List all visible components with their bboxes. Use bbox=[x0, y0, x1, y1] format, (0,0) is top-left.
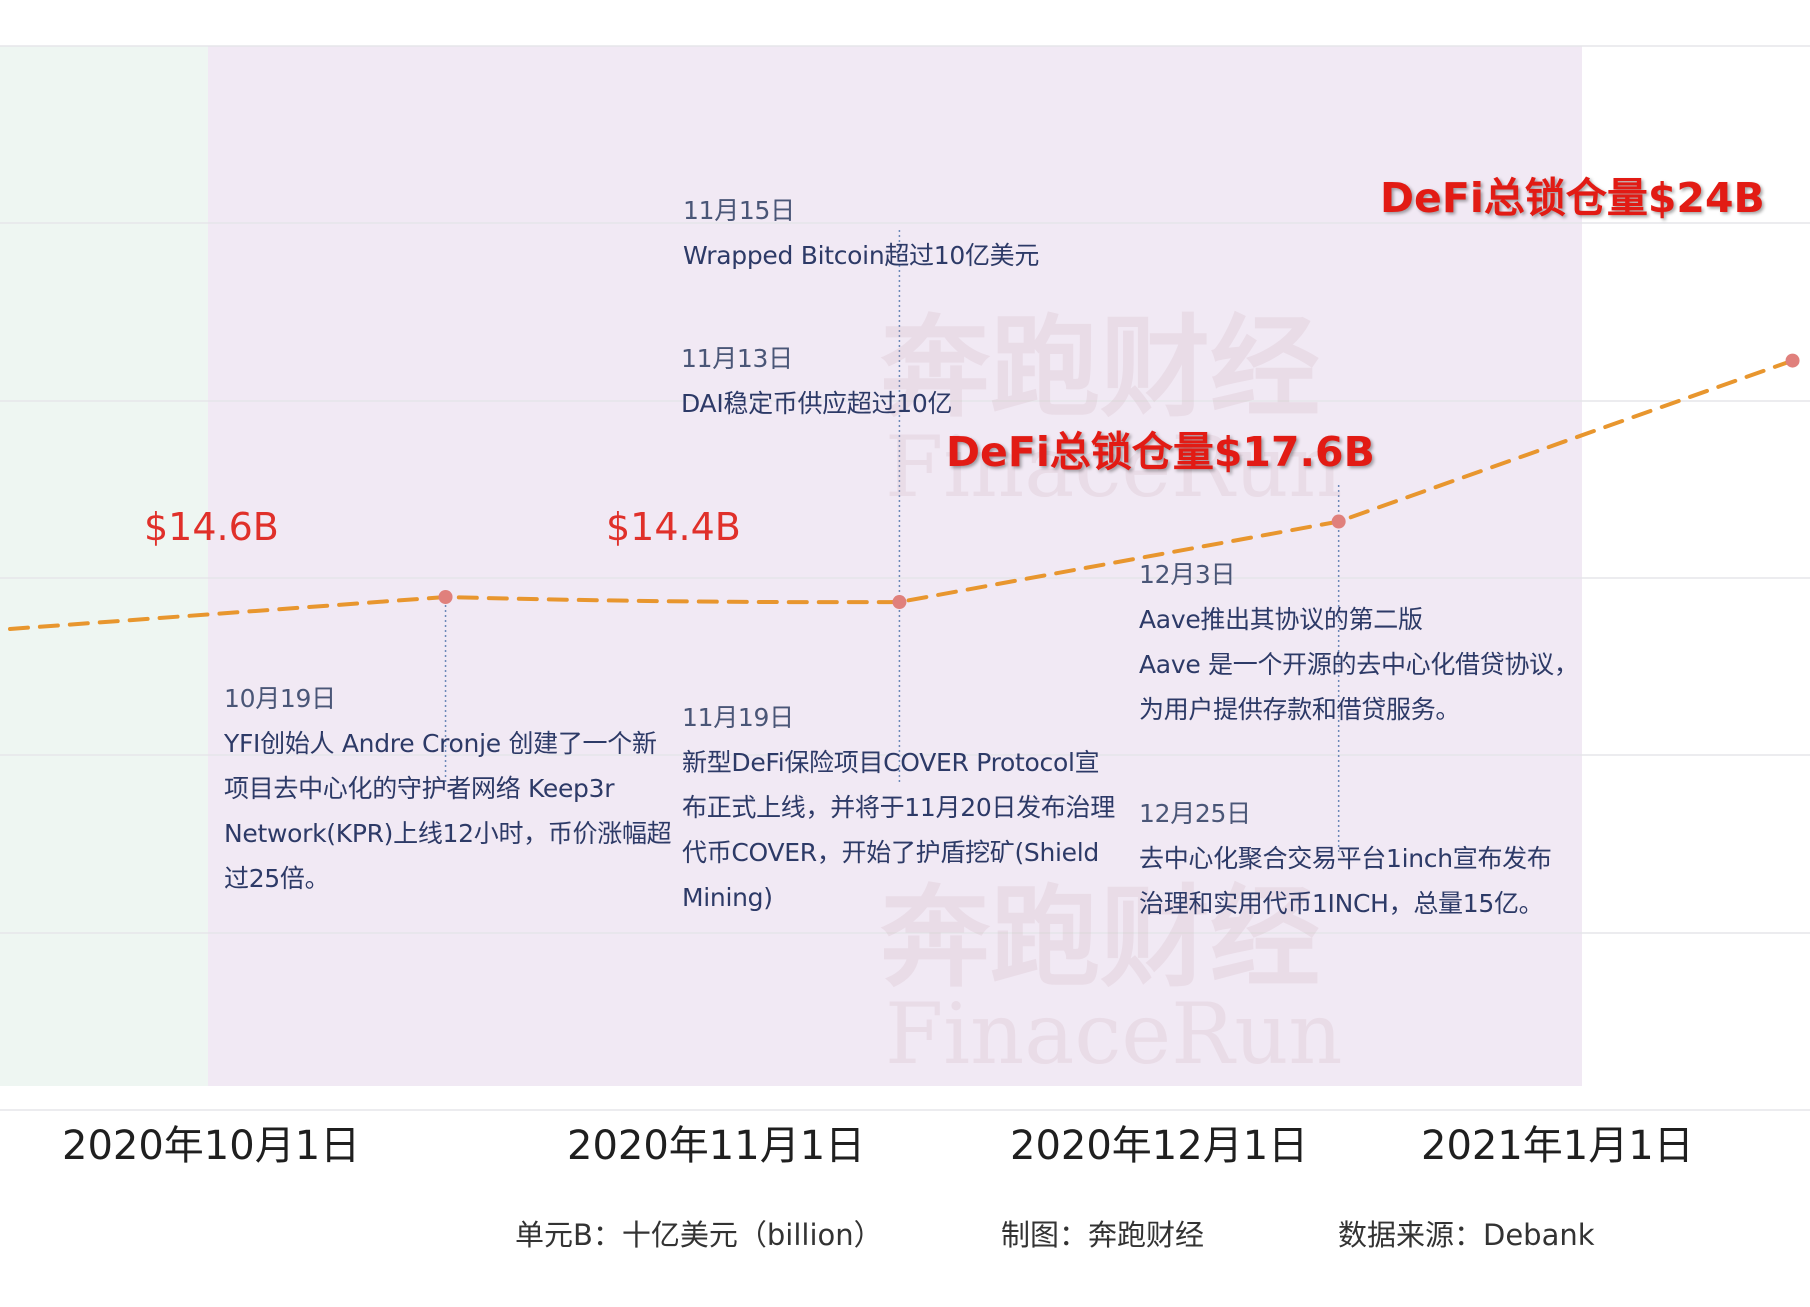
band-left bbox=[0, 46, 208, 1086]
annotation-date: 12月25日 bbox=[1139, 799, 1251, 828]
gridlines bbox=[0, 45, 1810, 1111]
annotation-nov15: 11月15日 Wrapped Bitcoin超过10亿美元 bbox=[683, 188, 1039, 278]
x-tick-dec: 2020年12月1日 bbox=[1010, 1123, 1309, 1169]
data-label-3: DeFi总锁仓量$17.6B bbox=[946, 428, 1375, 476]
footer-unit: 单元B：十亿美元（billion） bbox=[515, 1218, 883, 1252]
footer-credit: 制图：奔跑财经 bbox=[1001, 1218, 1205, 1252]
annotation-text: Network(KPR)上线12小时，币价涨幅超 bbox=[224, 819, 672, 848]
annotation-text: 过25倍。 bbox=[224, 864, 330, 893]
x-tick-oct: 2020年10月1日 bbox=[62, 1123, 361, 1169]
annotation-text: DAI稳定币供应超过10亿 bbox=[681, 389, 953, 418]
annotation-text: 项目去中心化的守护者网络 Keep3r bbox=[224, 774, 615, 803]
annotation-date: 10月19日 bbox=[224, 684, 336, 713]
series-points bbox=[438, 353, 1800, 610]
data-point bbox=[892, 595, 907, 610]
data-point bbox=[1331, 514, 1346, 529]
annotation-text: Aave 是一个开源的去中心化借贷协议， bbox=[1139, 650, 1579, 679]
data-point bbox=[438, 590, 453, 604]
data-label-2: $14.4B bbox=[606, 505, 741, 549]
annotation-text: 新型DeFi保险项目COVER Protocol宣 bbox=[682, 748, 1100, 777]
annotation-text: 治理和实用代币1INCH，总量15亿。 bbox=[1139, 889, 1544, 918]
annotation-date: 11月13日 bbox=[681, 344, 793, 373]
annotation-text: Aave推出其协议的第二版 bbox=[1139, 605, 1423, 634]
annotation-dec25: 12月25日 去中心化聚合交易平台1inch宣布发布 治理和实用代币1INCH，… bbox=[1139, 791, 1552, 926]
annotation-text: 代币COVER，开始了护盾挖矿(Shield bbox=[682, 838, 1099, 867]
annotation-text: 为用户提供存款和借贷服务。 bbox=[1139, 695, 1461, 724]
annotation-text: 去中心化聚合交易平台1inch宣布发布 bbox=[1139, 844, 1552, 873]
data-point bbox=[1785, 353, 1800, 368]
x-tick-nov: 2020年11月1日 bbox=[567, 1123, 866, 1169]
band-main bbox=[208, 46, 1582, 1086]
data-label-1: $14.6B bbox=[144, 505, 279, 549]
series-line bbox=[8, 358, 1795, 631]
x-tick-jan: 2021年1月1日 bbox=[1421, 1123, 1694, 1169]
annotation-dec3: 12月3日 Aave推出其协议的第二版 Aave 是一个开源的去中心化借贷协议，… bbox=[1139, 552, 1579, 732]
annotation-date: 12月3日 bbox=[1139, 560, 1236, 589]
annotation-date: 11月19日 bbox=[682, 703, 794, 732]
footer-source: 数据来源：Debank bbox=[1338, 1218, 1595, 1252]
annotation-text: Wrapped Bitcoin超过10亿美元 bbox=[683, 241, 1040, 270]
data-label-4: DeFi总锁仓量$24B bbox=[1380, 174, 1765, 222]
guide-lines bbox=[444, 230, 1340, 855]
annotation-nov19: 11月19日 新型DeFi保险项目COVER Protocol宣 布正式上线，并… bbox=[682, 695, 1115, 920]
annotation-nov13: 11月13日 DAI稳定币供应超过10亿 bbox=[681, 336, 953, 426]
annotation-text: 布正式上线，并将于11月20日发布治理 bbox=[682, 793, 1115, 822]
annotation-date: 11月15日 bbox=[683, 196, 795, 225]
annotation-text: Mining) bbox=[682, 883, 773, 912]
annotation-text: YFI创始人 Andre Cronje 创建了一个新 bbox=[224, 729, 657, 758]
annotation-oct19: 10月19日 YFI创始人 Andre Cronje 创建了一个新 项目去中心化… bbox=[224, 676, 672, 901]
